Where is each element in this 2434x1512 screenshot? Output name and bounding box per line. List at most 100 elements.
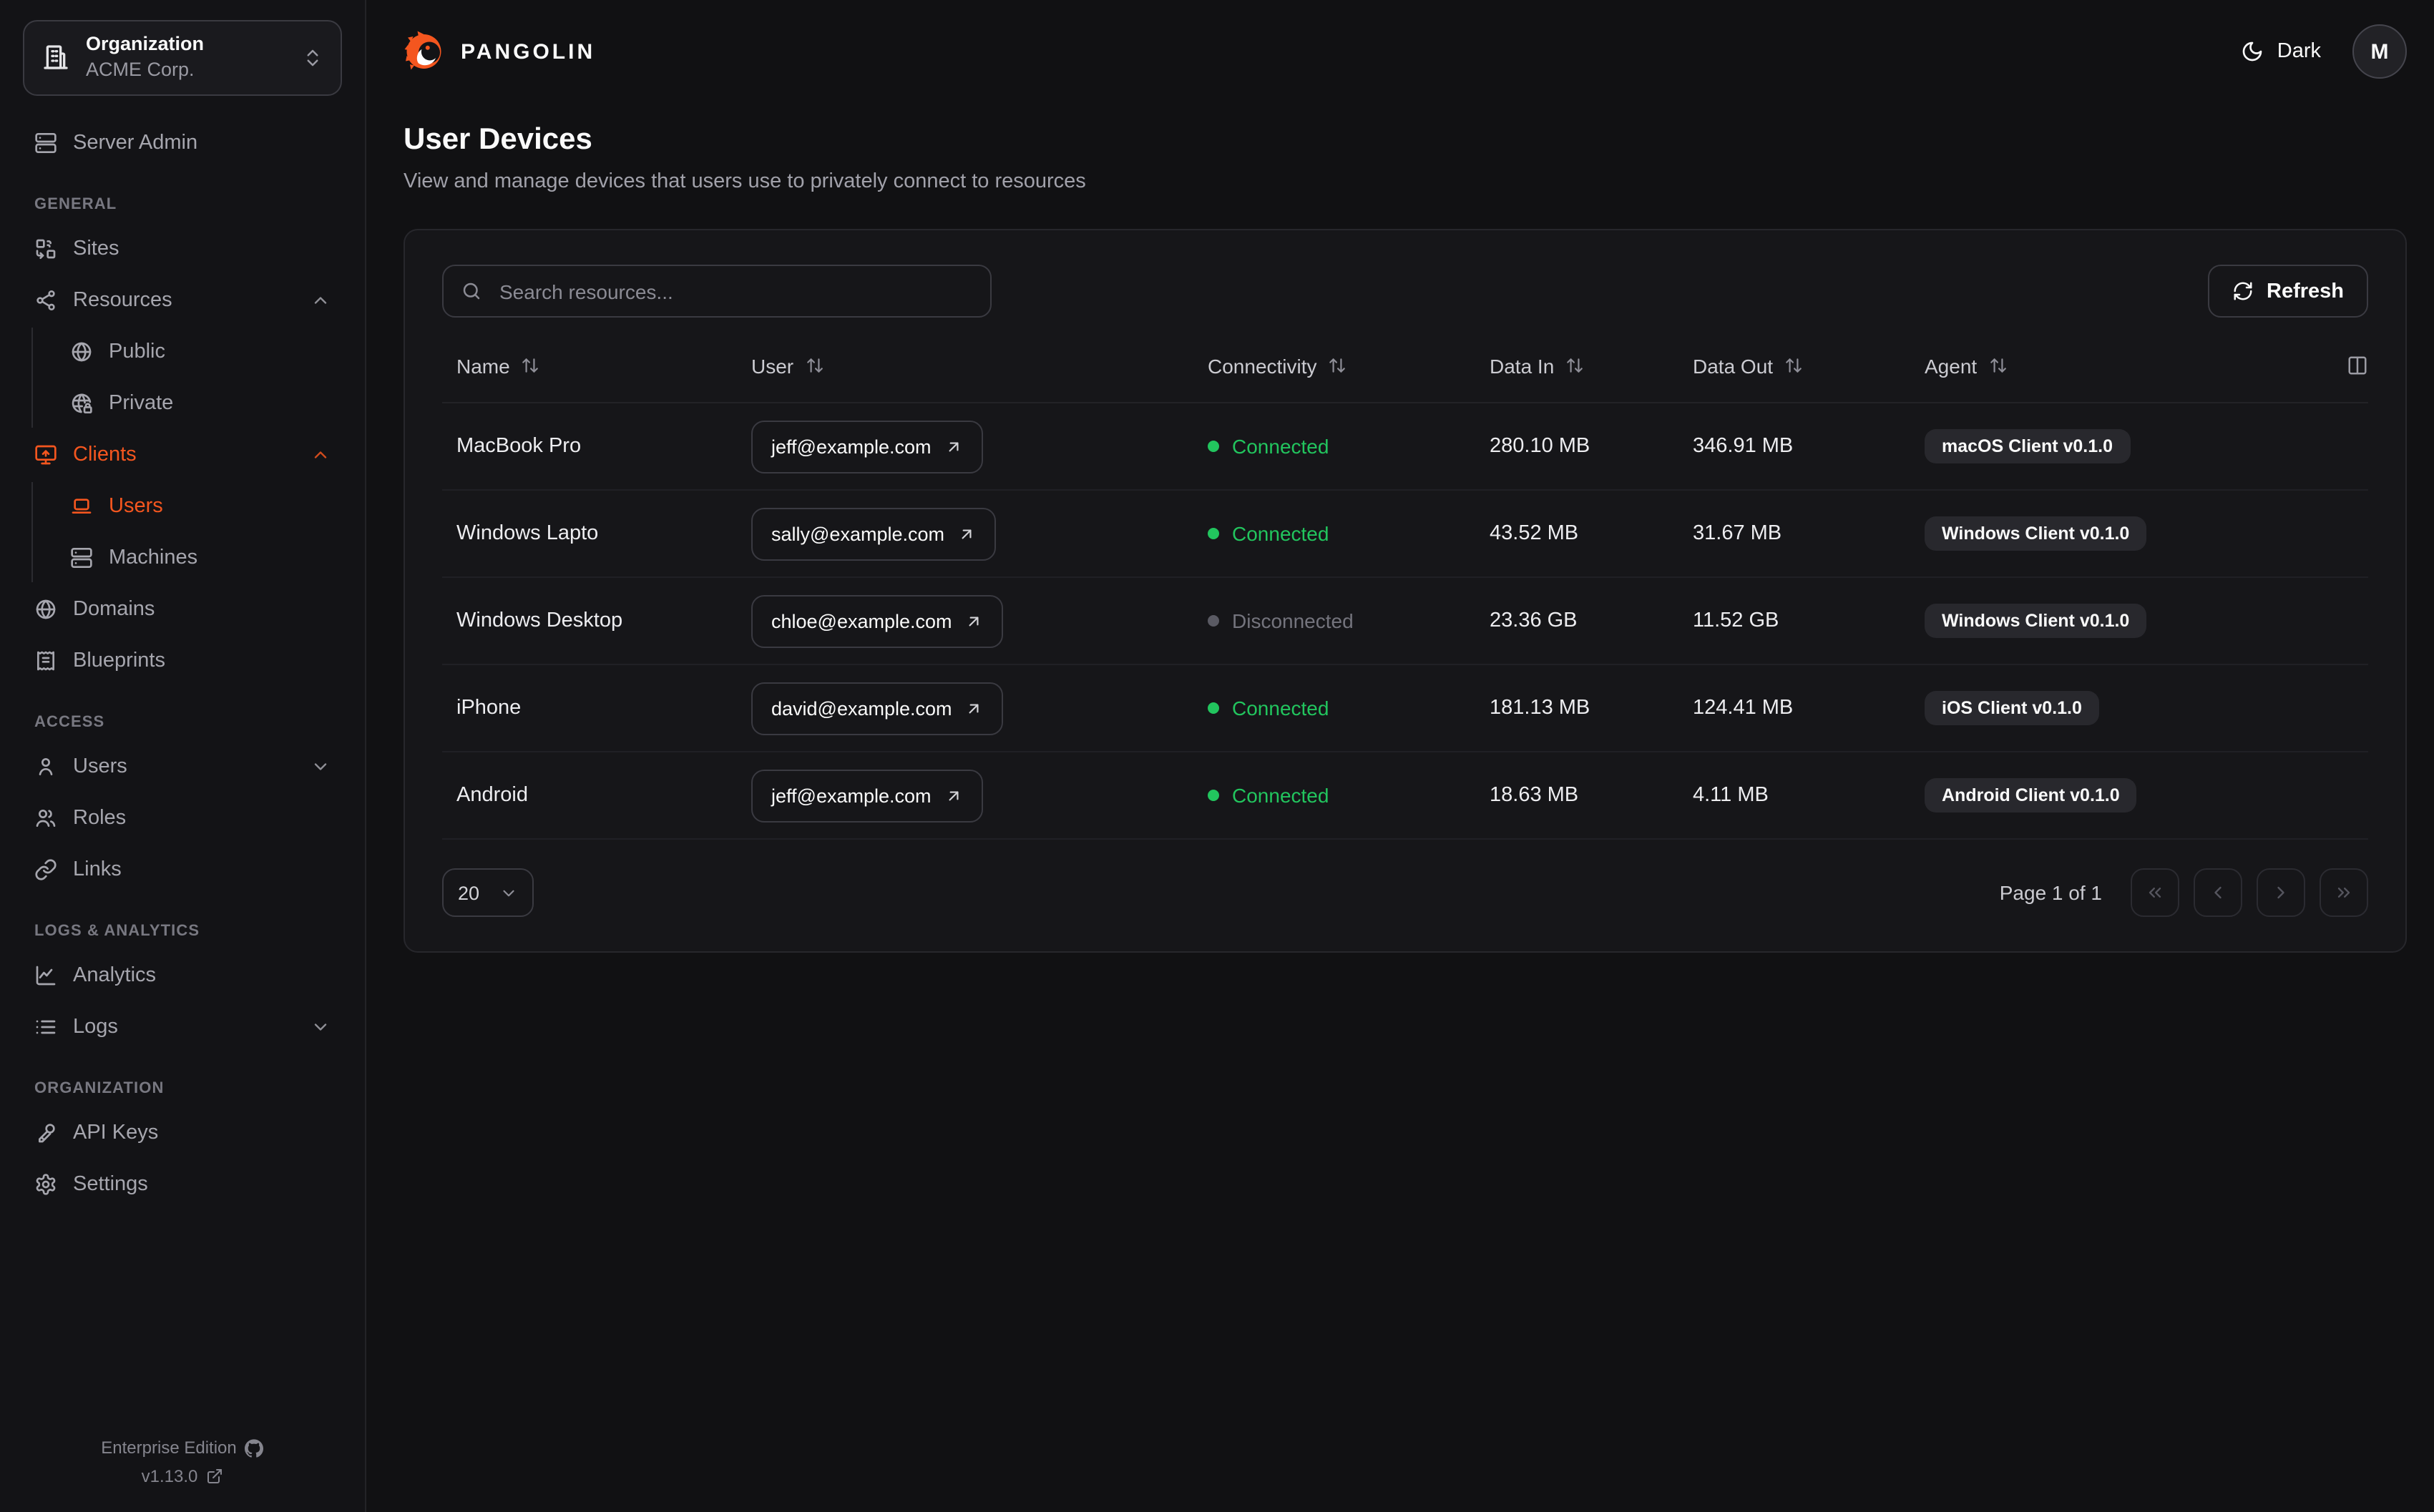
connectivity-label: Connected: [1232, 435, 1329, 458]
sidebar-item-clients[interactable]: Clients: [20, 431, 345, 479]
sidebar-subnav: Public Private: [31, 327, 345, 428]
sidebar-item-label: Users: [109, 494, 163, 518]
sidebar-item-public[interactable]: Public: [56, 328, 345, 376]
columns-toggle-button[interactable]: [2311, 355, 2368, 376]
organization-selector[interactable]: Organization ACME Corp.: [23, 20, 342, 96]
user-link-button[interactable]: jeff@example.com: [751, 420, 983, 473]
connectivity-status: Disconnected: [1208, 609, 1490, 632]
column-header-user[interactable]: User: [751, 354, 1208, 377]
external-link-icon: [207, 1469, 223, 1483]
sidebar-item-resources[interactable]: Resources: [20, 276, 345, 325]
sidebar-item-api-keys[interactable]: API Keys: [20, 1109, 345, 1157]
edition-label: Enterprise Edition: [101, 1438, 237, 1458]
table-row: Windows Desktop chloe@example.com Disconne…: [442, 578, 2368, 665]
column-header-data-out[interactable]: Data Out: [1693, 354, 1925, 377]
sidebar: Organization ACME Corp. Server Admin GENE…: [0, 0, 366, 1512]
sidebar-item-label: Clients: [73, 443, 137, 466]
data-in-value: 43.52 MB: [1490, 522, 1579, 545]
sort-icon-wrap: [805, 356, 823, 375]
sidebar-item-settings[interactable]: Settings: [20, 1160, 345, 1209]
user-cell: jeff@example.com: [751, 420, 1208, 473]
main-area: PANGOLIN Dark M User Devices View and ma…: [368, 0, 2434, 1512]
user-avatar[interactable]: M: [2352, 24, 2407, 79]
table-header-row: Name User Connectivity Data In Data Out Agent: [442, 329, 2368, 403]
user-cell: sally@example.com: [751, 507, 1208, 560]
sidebar-item-domains[interactable]: Domains: [20, 585, 345, 634]
user-email: jeff@example.com: [771, 436, 932, 457]
page-info: Page 1 of 1: [1999, 881, 2102, 904]
theme-toggle[interactable]: Dark: [2242, 40, 2321, 63]
sidebar-item-private[interactable]: Private: [56, 379, 345, 428]
arrow-up-right-icon: [969, 703, 979, 713]
sidebar-item-links[interactable]: Links: [20, 845, 345, 894]
user-email: chloe@example.com: [771, 610, 952, 632]
key-icon: [39, 1123, 55, 1142]
sort-icon: [1786, 358, 1802, 373]
user-cell: jeff@example.com: [751, 769, 1208, 822]
agent-badge: Android Client v0.1.0: [1925, 778, 2137, 813]
agent-badge: iOS Client v0.1.0: [1925, 691, 2099, 725]
sidebar-item-logs[interactable]: Logs: [20, 1003, 345, 1051]
sidebar-item-label: Domains: [73, 597, 155, 621]
data-in-value: 18.63 MB: [1490, 784, 1579, 807]
moon-icon-wrap: [2242, 40, 2264, 63]
device-name: Windows Desktop: [456, 609, 623, 632]
sidebar-item-client-users[interactable]: Users: [56, 482, 345, 531]
pangolin-logo-icon: [404, 31, 441, 70]
column-label: Agent: [1925, 354, 1978, 377]
github-link[interactable]: Enterprise Edition: [14, 1438, 351, 1458]
column-header-data-in[interactable]: Data In: [1490, 354, 1693, 377]
sidebar-item-label: Public: [109, 340, 165, 363]
first-page-button[interactable]: [2131, 868, 2179, 917]
data-out-value: 31.67 MB: [1693, 522, 1782, 545]
topbar-right: Dark M: [2242, 24, 2407, 79]
page-size-value: 20: [458, 882, 480, 903]
external-link-icon-wrap: [206, 1468, 223, 1485]
sidebar-item-analytics[interactable]: Analytics: [20, 951, 345, 1000]
sidebar-item-server-admin[interactable]: Server Admin: [20, 119, 345, 167]
refresh-button[interactable]: Refresh: [2208, 265, 2368, 318]
user-link-button[interactable]: jeff@example.com: [751, 769, 983, 822]
chevron-down-icon-wrap: [499, 883, 518, 902]
next-page-button[interactable]: [2257, 868, 2305, 917]
prev-page-button[interactable]: [2194, 868, 2242, 917]
sidebar-item-users[interactable]: Users: [20, 742, 345, 791]
chevrons-up-down-icon: [307, 49, 318, 66]
column-header-agent[interactable]: Agent: [1925, 354, 2311, 377]
page-title: User Devices: [404, 123, 592, 156]
chevron-up-icon-wrap: [311, 290, 331, 310]
last-page-button[interactable]: [2320, 868, 2368, 917]
user-link-button[interactable]: david@example.com: [751, 682, 1004, 735]
sidebar-item-roles[interactable]: Roles: [20, 794, 345, 843]
brand[interactable]: PANGOLIN: [404, 30, 595, 73]
user-email: david@example.com: [771, 697, 952, 719]
refresh-icon: [2234, 282, 2252, 300]
page-size-select[interactable]: 20: [442, 868, 534, 917]
sidebar-item-blueprints[interactable]: Blueprints: [20, 637, 345, 685]
building-icon: [44, 46, 68, 70]
search-icon-wrap: [461, 280, 482, 302]
sort-icon: [1990, 358, 2006, 373]
data-out-value: 124.41 MB: [1693, 697, 1794, 720]
server-icon: [71, 547, 92, 568]
chevron-up-icon: [314, 451, 327, 458]
table-body: MacBook Pro jeff@example.com Connected 280.…: [442, 403, 2368, 840]
sidebar-item-sites[interactable]: Sites: [20, 225, 345, 273]
arrow-up-right-icon: [949, 790, 959, 800]
column-header-name[interactable]: Name: [442, 354, 751, 377]
version-link[interactable]: v1.13.0: [14, 1466, 351, 1486]
user-link-button[interactable]: sally@example.com: [751, 507, 996, 560]
user-email: jeff@example.com: [771, 785, 932, 806]
sidebar-item-label: Blueprints: [73, 649, 165, 672]
connectivity-label: Connected: [1232, 784, 1329, 807]
user-link-button[interactable]: chloe@example.com: [751, 594, 1004, 647]
agent-badge: Windows Client v0.1.0: [1925, 516, 2147, 551]
sidebar-item-machines[interactable]: Machines: [56, 534, 345, 582]
search-input[interactable]: [497, 278, 973, 304]
refresh-label: Refresh: [2267, 280, 2344, 303]
sort-icon-wrap: [1784, 356, 1803, 375]
table-row: Windows Lapto sally@example.com Connected 4…: [442, 491, 2368, 578]
column-header-connectivity[interactable]: Connectivity: [1208, 354, 1490, 377]
sidebar-item-label: Server Admin: [73, 131, 198, 154]
chevrons-up-down-icon-wrap: [302, 47, 323, 69]
